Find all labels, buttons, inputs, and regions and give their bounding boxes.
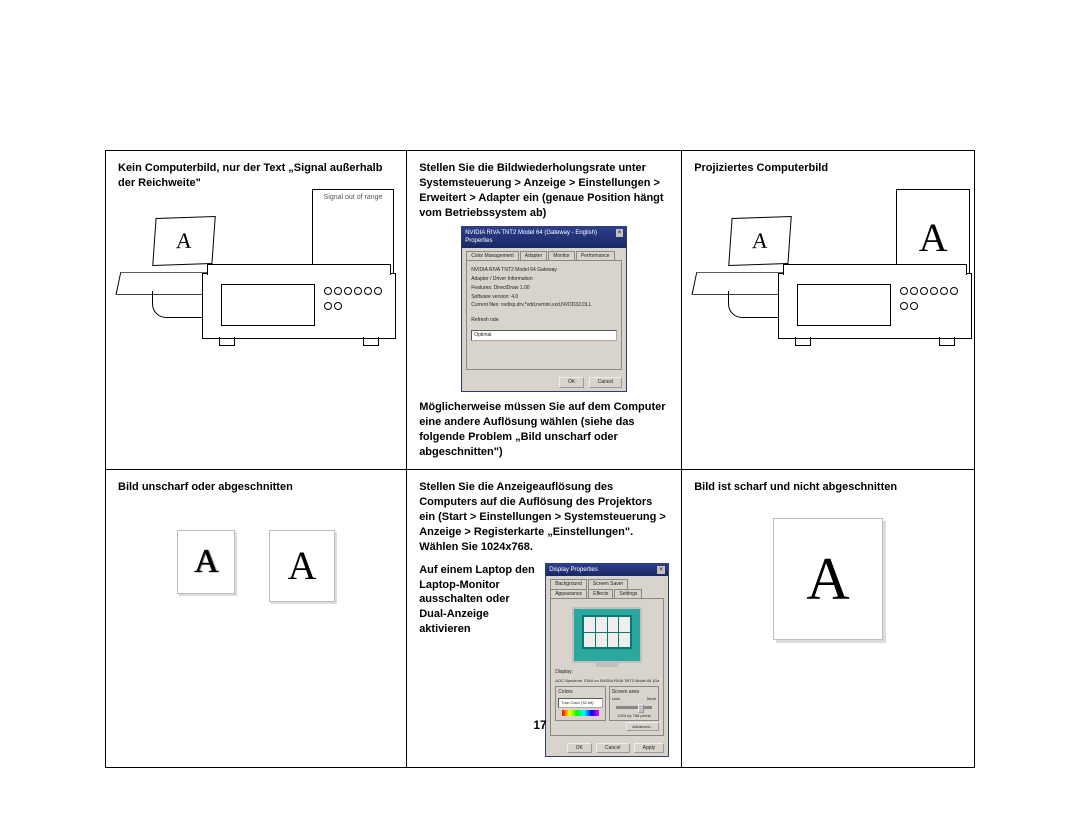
adapter-dialog-tabs: Color ManagementAdapterMonitorPerformanc…: [462, 248, 626, 261]
ok-button: OK: [567, 743, 592, 754]
row1-problem-heading: Kein Computerbild, nur der Text „Signal …: [118, 161, 394, 191]
row1-solution-bottom: Möglicherweise müssen Sie auf dem Comput…: [419, 400, 669, 459]
display-dialog-title: Display Properties×: [546, 564, 668, 576]
row1-result-diagram: A A: [694, 241, 974, 441]
row1-setup-diagram: Signal out of range A: [118, 241, 398, 441]
row2-solution-top: Stellen Sie die Anzeigeauflösung des Com…: [419, 480, 669, 554]
adapter-dialog-title: NVIDIA RIVA TNT2 Model 64 (Gateway - Eng…: [462, 227, 626, 247]
row1-result-heading: Projiziertes Computerbild: [694, 161, 962, 176]
row2-result-screen: A: [773, 518, 883, 640]
screen-clean: A: [269, 530, 335, 602]
row1-solution-cell: Stellen Sie die Bildwiederholungsrate un…: [407, 151, 682, 470]
row1-result-cell: Projiziertes Computerbild A A: [682, 151, 975, 470]
row1-problem-cell: Kein Computerbild, nur der Text „Signal …: [106, 151, 407, 470]
row2-side-note: Auf einem Laptop den Laptop-Monitor auss…: [419, 563, 539, 637]
row2-screens: A A: [177, 530, 335, 602]
monitor-preview-icon: [572, 607, 642, 663]
row2-problem-heading: Bild unscharf oder abgeschnitten: [118, 480, 394, 495]
projector-illustration: [778, 273, 972, 339]
adapter-dialog: NVIDIA RIVA TNT2 Model 64 (Gateway - Eng…: [461, 226, 627, 392]
row1-solution-top: Stellen Sie die Bildwiederholungsrate un…: [419, 161, 669, 220]
laptop-screen: A: [152, 216, 216, 266]
close-icon: ×: [657, 566, 665, 574]
apply-button: Apply: [634, 743, 665, 754]
cancel-button: Cancel: [596, 743, 630, 754]
page-number: 17: [0, 718, 1080, 732]
ok-button: OK: [559, 377, 584, 388]
row2-result-heading: Bild ist scharf und nicht abgeschnitten: [694, 480, 962, 495]
cancel-button: Cancel: [589, 377, 623, 388]
close-icon: ×: [616, 229, 623, 237]
laptop-screen: A: [728, 216, 792, 266]
projector-illustration: [202, 273, 396, 339]
troubleshooting-table: Kein Computerbild, nur der Text „Signal …: [105, 150, 975, 768]
screen-fuzzy: A: [177, 530, 235, 594]
